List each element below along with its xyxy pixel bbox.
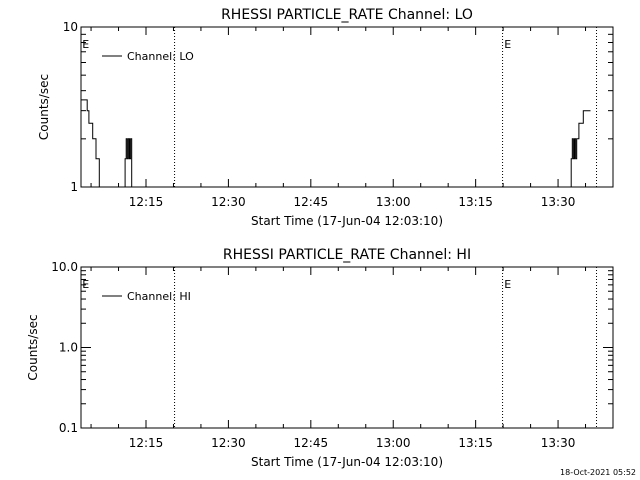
x-tick-label: 12:30: [211, 195, 246, 209]
y-axis-label: Counts/sec: [37, 74, 51, 140]
legend-label: Channel: HI: [127, 290, 191, 303]
x-axis-label: Start Time (17-Jun-04 12:03:10): [251, 455, 443, 469]
x-tick-label: 12:45: [294, 436, 329, 450]
timestamp: 18-Oct-2021 05:52: [560, 468, 636, 477]
event-marker-label: E: [504, 278, 511, 291]
x-tick-label: 13:00: [376, 436, 411, 450]
y-tick-label: 1: [70, 180, 78, 194]
x-tick-label: 13:00: [376, 195, 411, 209]
y-axis-label: Counts/sec: [26, 314, 40, 380]
event-marker-label: E: [504, 38, 511, 51]
y-tick-label: 0.1: [59, 421, 78, 435]
y-tick-label: 1.0: [59, 341, 78, 355]
y-tick-label: 10.0: [51, 260, 78, 274]
event-marker-label: E: [82, 38, 89, 51]
legend-label: Channel: LO: [127, 50, 194, 63]
series-line: [81, 99, 591, 187]
event-marker-label: E: [82, 278, 89, 291]
x-tick-label: 12:30: [211, 436, 246, 450]
plot-frame: [80, 26, 614, 188]
x-axis-label: Start Time (17-Jun-04 12:03:10): [251, 214, 443, 228]
x-tick-label: 12:15: [129, 195, 164, 209]
panel-lo: RHESSI PARTICLE_RATE Channel: LO 12:15 12:…: [37, 7, 614, 228]
y-tick-label: 10: [63, 20, 78, 34]
x-tick-label: 13:30: [541, 436, 576, 450]
x-tick-label: 12:15: [129, 436, 164, 450]
x-tick-label: 13:15: [458, 195, 493, 209]
x-tick-label: 13:15: [458, 436, 493, 450]
chart-title: RHESSI PARTICLE_RATE Channel: HI: [223, 247, 471, 263]
panel-hi: RHESSI PARTICLE_RATE Channel: HI 12:15 12:…: [26, 247, 614, 469]
x-tick-label: 12:45: [294, 195, 329, 209]
chart-title: RHESSI PARTICLE_RATE Channel: LO: [221, 7, 473, 23]
x-tick-label: 13:30: [541, 195, 576, 209]
